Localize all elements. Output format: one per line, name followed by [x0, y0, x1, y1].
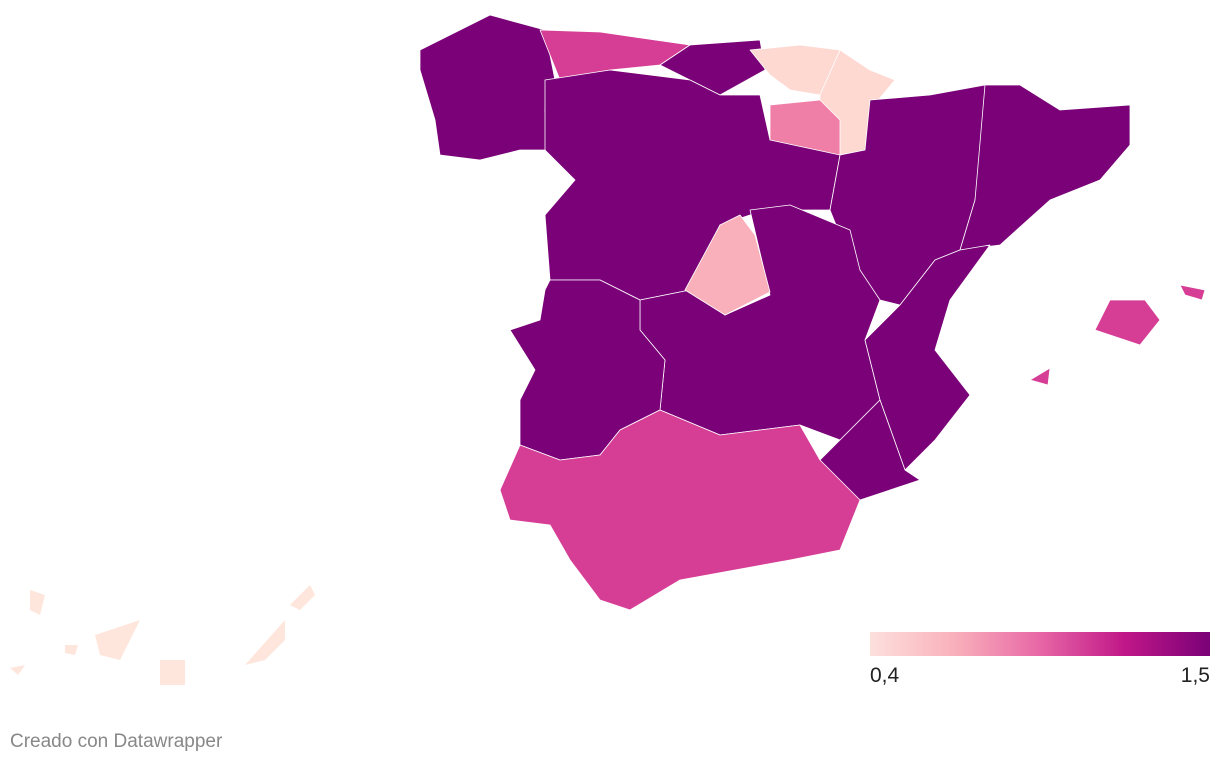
canary-islands [10, 585, 315, 685]
legend-max: 1,5 [1181, 664, 1210, 687]
island [65, 645, 78, 655]
region [499, 409, 861, 611]
island [95, 620, 140, 660]
region [959, 84, 1131, 251]
island [290, 585, 315, 610]
region [1179, 284, 1206, 301]
island [30, 590, 45, 615]
region [684, 214, 771, 316]
island [160, 660, 185, 685]
legend-min: 0,4 [870, 664, 900, 687]
island [245, 620, 285, 665]
credit: Creado con Datawrapper [10, 731, 223, 752]
legend-gradient [870, 632, 1210, 656]
legend: 0,4 1,5 [870, 632, 1210, 687]
region [864, 244, 991, 471]
island [10, 665, 25, 675]
map [10, 14, 1206, 685]
region [1094, 299, 1161, 346]
region [419, 14, 556, 161]
region [544, 69, 841, 301]
region [1029, 367, 1051, 386]
